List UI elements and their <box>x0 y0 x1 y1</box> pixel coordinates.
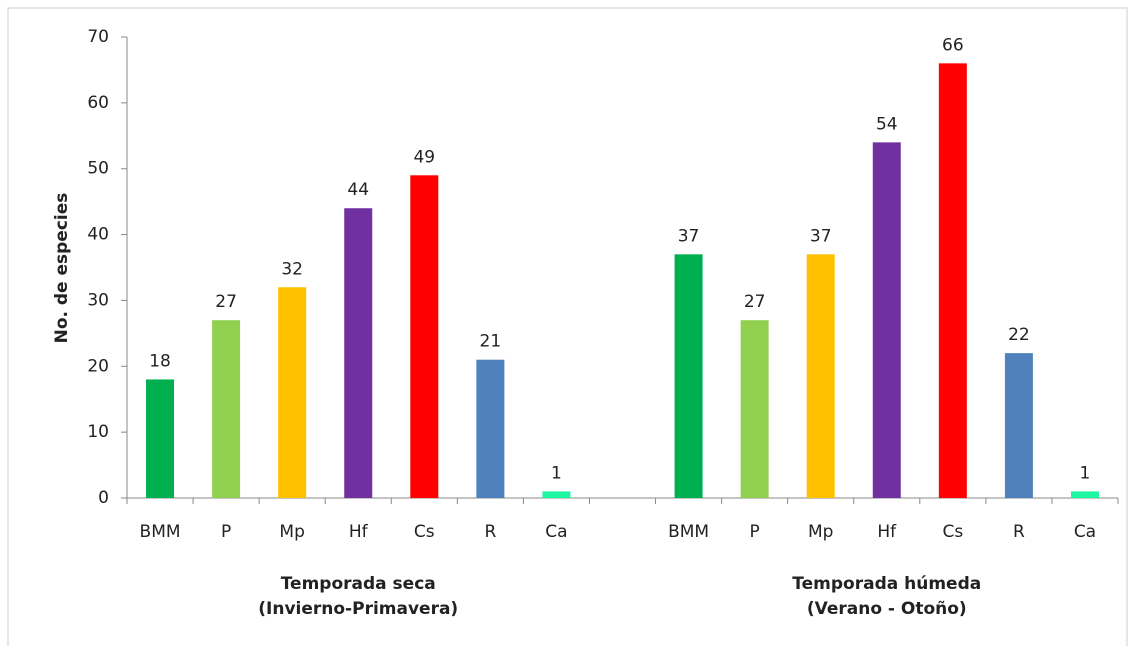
bar <box>674 254 703 498</box>
y-tick-label: 30 <box>87 290 109 310</box>
x-tick-label: Mp <box>808 522 833 542</box>
bar <box>410 175 439 499</box>
x-tick-label: R <box>484 522 496 542</box>
chart-frame <box>7 7 1128 650</box>
group-label: (Invierno-Primavera) <box>258 599 458 619</box>
bar <box>146 379 175 498</box>
data-label: 27 <box>744 292 766 312</box>
data-label: 1 <box>1080 463 1091 483</box>
x-tick-label: Ca <box>545 522 567 542</box>
y-tick-label: 70 <box>87 27 109 47</box>
x-tick-label: R <box>1013 522 1025 542</box>
data-label: 44 <box>347 180 369 200</box>
x-tick-label: Hf <box>349 522 369 542</box>
data-label: 66 <box>942 35 964 55</box>
x-tick-label: Hf <box>877 522 897 542</box>
data-label: 49 <box>413 147 435 167</box>
bar <box>1070 491 1099 498</box>
x-tick-label: P <box>750 522 760 542</box>
bar <box>278 287 307 498</box>
data-label: 27 <box>215 292 237 312</box>
data-label: 32 <box>281 259 303 279</box>
bar <box>344 208 373 498</box>
bar <box>476 359 505 498</box>
x-tick-label: Ca <box>1074 522 1096 542</box>
y-axis-label: No. de especies <box>52 193 72 344</box>
bar <box>212 320 241 498</box>
group-label: Temporada húmeda <box>792 574 981 594</box>
data-label: 21 <box>480 332 502 352</box>
x-tick-label: BMM <box>140 522 181 542</box>
group-label: Temporada seca <box>281 574 436 594</box>
data-label: 22 <box>1008 325 1030 345</box>
bar <box>806 254 835 498</box>
y-tick-label: 20 <box>87 356 109 376</box>
y-tick-label: 40 <box>87 225 109 245</box>
bar <box>1004 353 1033 498</box>
data-label: 37 <box>810 226 832 246</box>
data-label: 1 <box>551 463 562 483</box>
y-tick-label: 0 <box>98 488 109 508</box>
data-label: 18 <box>149 351 171 371</box>
group-label: (Verano - Otoño) <box>807 599 967 619</box>
bar <box>938 63 967 498</box>
x-tick-label: Mp <box>279 522 304 542</box>
data-label: 54 <box>876 114 898 134</box>
y-tick-label: 10 <box>87 422 109 442</box>
bar <box>872 142 901 498</box>
x-tick-label: Cs <box>414 522 435 542</box>
y-tick-label: 50 <box>87 159 109 179</box>
bar <box>740 320 769 498</box>
x-tick-label: BMM <box>668 522 709 542</box>
bar <box>542 491 571 498</box>
y-tick-label: 60 <box>87 93 109 113</box>
x-tick-label: Cs <box>942 522 963 542</box>
x-tick-label: P <box>221 522 231 542</box>
data-label: 37 <box>678 226 700 246</box>
